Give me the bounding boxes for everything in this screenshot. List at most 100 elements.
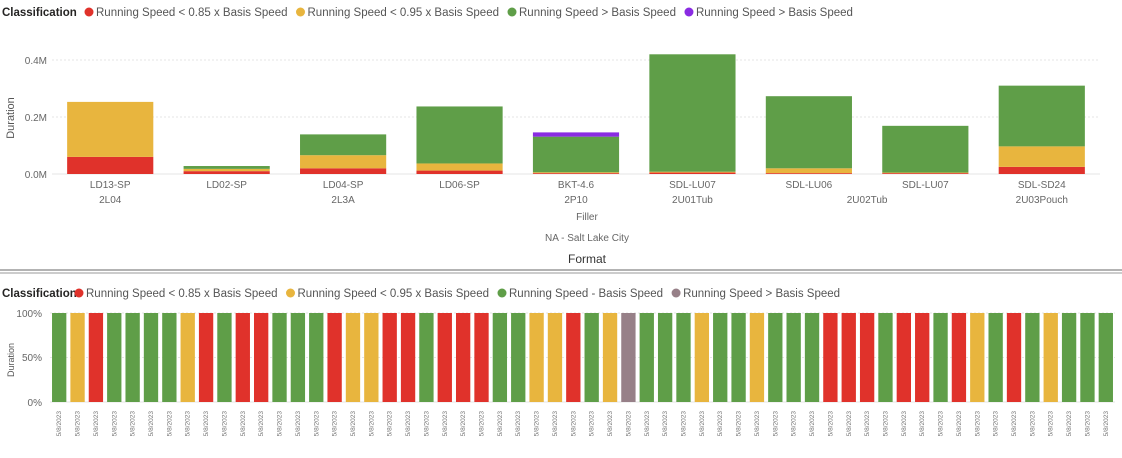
top-bar-LD13-SP-seg1[interactable] bbox=[67, 101, 154, 157]
bottom-bar-49[interactable] bbox=[951, 313, 967, 402]
top-bar-LD02-SP-seg1[interactable] bbox=[183, 168, 270, 172]
bottom-bar-16[interactable] bbox=[345, 313, 361, 402]
bottom-bar-5[interactable] bbox=[143, 313, 159, 402]
bottom-bar-44[interactable] bbox=[859, 313, 875, 402]
bottom-bar-57[interactable] bbox=[1098, 313, 1113, 402]
bottom-bar-11[interactable] bbox=[254, 313, 269, 402]
top-legend-marker-1[interactable] bbox=[296, 7, 305, 17]
bottom-bar-3[interactable] bbox=[107, 313, 122, 402]
top-bar-SDL-LU07-seg2[interactable] bbox=[882, 125, 969, 173]
bottom-bar-40[interactable] bbox=[786, 313, 801, 402]
bottom-legend-label-3[interactable]: Running Speed > Basis Speed bbox=[683, 288, 840, 300]
bottom-bar-12[interactable] bbox=[272, 313, 287, 402]
bottom-bar-17[interactable] bbox=[364, 313, 379, 402]
bottom-bar-48[interactable] bbox=[933, 313, 948, 402]
bottom-bar-52[interactable] bbox=[1006, 313, 1022, 402]
top-bar-SDL-LU07-seg2[interactable] bbox=[649, 54, 736, 172]
bottom-legend-label-1[interactable]: Running Speed < 0.95 x Basis Speed bbox=[298, 288, 490, 300]
top-bar-BKT-4.6-seg2[interactable] bbox=[532, 136, 620, 173]
bottom-bar-25[interactable] bbox=[511, 313, 526, 402]
top-bar-SDL-LU07-seg1[interactable] bbox=[649, 171, 736, 173]
bottom-bar-35[interactable] bbox=[694, 313, 710, 402]
top-legend-label-3[interactable]: Running Speed > Basis Speed bbox=[696, 7, 853, 19]
top-bar-LD06-SP-seg1[interactable] bbox=[416, 163, 503, 171]
bottom-bar-7[interactable] bbox=[180, 313, 195, 402]
bottom-bar-43[interactable] bbox=[841, 313, 856, 402]
bottom-bar-51[interactable] bbox=[988, 313, 1003, 402]
top-bar-LD04-SP-seg1[interactable] bbox=[300, 155, 387, 169]
bottom-bar-22[interactable] bbox=[455, 313, 471, 402]
bottom-bar-14[interactable] bbox=[309, 313, 324, 402]
bottom-bar-0[interactable] bbox=[52, 313, 67, 402]
top-legend-marker-2[interactable] bbox=[507, 7, 517, 17]
bottom-legend-label-0[interactable]: Running Speed < 0.85 x Basis Speed bbox=[86, 288, 278, 300]
bottom-bar-15[interactable] bbox=[327, 313, 342, 402]
top-legend-marker-3[interactable] bbox=[684, 7, 694, 17]
bottom-bar-45[interactable] bbox=[878, 313, 893, 402]
bottom-bar-30[interactable] bbox=[602, 313, 618, 402]
top-bar-SDL-SD24-seg2[interactable] bbox=[998, 85, 1085, 147]
bottom-bar-33[interactable] bbox=[657, 313, 673, 402]
bottom-bar-19[interactable] bbox=[400, 313, 416, 402]
bottom-bar-41[interactable] bbox=[804, 313, 820, 402]
bottom-bar-31[interactable] bbox=[621, 313, 636, 402]
top-bar-BKT-4.6-seg0[interactable] bbox=[532, 173, 620, 174]
bottom-bar-1[interactable] bbox=[70, 313, 85, 402]
bottom-bar-26[interactable] bbox=[529, 313, 544, 402]
bottom-bar-34[interactable] bbox=[676, 313, 691, 402]
bottom-bar-50[interactable] bbox=[970, 313, 985, 402]
bottom-legend-marker-1[interactable] bbox=[286, 288, 295, 298]
bottom-bar-54[interactable] bbox=[1043, 313, 1058, 402]
top-bar-SDL-SD24-seg0[interactable] bbox=[998, 166, 1085, 174]
bottom-bar-28[interactable] bbox=[566, 313, 581, 402]
top-legend-marker-0[interactable] bbox=[84, 7, 94, 17]
top-bar-SDL-SD24-seg1[interactable] bbox=[998, 146, 1085, 167]
top-bar-LD04-SP-seg2[interactable] bbox=[300, 134, 387, 156]
top-bar-SDL-LU07-seg0[interactable] bbox=[649, 172, 736, 174]
bottom-bar-46[interactable] bbox=[896, 313, 911, 402]
bottom-bar-24[interactable] bbox=[492, 313, 508, 402]
bottom-bar-38[interactable] bbox=[749, 313, 765, 402]
bottom-bar-56[interactable] bbox=[1080, 313, 1095, 402]
bottom-bar-2[interactable] bbox=[88, 313, 104, 402]
top-bar-SDL-LU06-seg1[interactable] bbox=[765, 168, 852, 174]
bottom-bar-47[interactable] bbox=[915, 313, 930, 402]
top-bar-LD13-SP-seg0[interactable] bbox=[67, 156, 154, 174]
bottom-bar-21[interactable] bbox=[437, 313, 452, 402]
top-bar-LD02-SP-seg0[interactable] bbox=[183, 171, 270, 174]
bottom-bar-4[interactable] bbox=[125, 313, 140, 402]
bottom-bar-10[interactable] bbox=[235, 313, 250, 402]
bottom-legend-marker-2[interactable] bbox=[497, 288, 507, 298]
top-legend-label-2[interactable]: Running Speed > Basis Speed bbox=[519, 7, 676, 19]
bottom-bar-13[interactable] bbox=[290, 313, 306, 402]
bottom-bar-36[interactable] bbox=[713, 313, 728, 402]
top-bar-BKT-4.6-seg1[interactable] bbox=[532, 172, 620, 174]
top-bar-LD06-SP-seg0[interactable] bbox=[416, 170, 503, 174]
top-bar-SDL-LU06-seg2[interactable] bbox=[765, 96, 852, 169]
top-bar-LD06-SP-seg2[interactable] bbox=[416, 106, 503, 164]
bottom-bar-6[interactable] bbox=[162, 313, 177, 402]
bottom-legend-label-2[interactable]: Running Speed - Basis Speed bbox=[509, 288, 663, 300]
top-legend-label-1[interactable]: Running Speed < 0.95 x Basis Speed bbox=[308, 7, 500, 19]
top-bar-BKT-4.6-seg3[interactable] bbox=[532, 132, 620, 137]
bottom-bar-55[interactable] bbox=[1061, 313, 1077, 402]
top-bar-LD02-SP-seg2[interactable] bbox=[183, 166, 270, 169]
bottom-bar-18[interactable] bbox=[382, 313, 397, 402]
bottom-bar-27[interactable] bbox=[547, 313, 563, 402]
top-bar-SDL-LU06-seg0[interactable] bbox=[765, 173, 852, 174]
bottom-legend-marker-0[interactable] bbox=[74, 288, 84, 298]
bottom-bar-37[interactable] bbox=[731, 313, 746, 402]
bottom-bar-32[interactable] bbox=[639, 313, 654, 402]
top-legend-label-0[interactable]: Running Speed < 0.85 x Basis Speed bbox=[96, 7, 288, 19]
bottom-bar-39[interactable] bbox=[768, 313, 783, 402]
bottom-bar-8[interactable] bbox=[198, 313, 214, 402]
bottom-bar-29[interactable] bbox=[584, 313, 599, 402]
bottom-bar-9[interactable] bbox=[217, 313, 232, 402]
top-bar-SDL-LU07-seg1[interactable] bbox=[882, 172, 969, 174]
bottom-bar-23[interactable] bbox=[474, 313, 489, 402]
bottom-legend-marker-3[interactable] bbox=[671, 288, 681, 298]
bottom-bar-53[interactable] bbox=[1025, 313, 1040, 402]
top-bar-SDL-LU07-seg0[interactable] bbox=[882, 173, 969, 174]
top-bar-LD04-SP-seg0[interactable] bbox=[300, 168, 387, 174]
bottom-bar-42[interactable] bbox=[823, 313, 838, 402]
